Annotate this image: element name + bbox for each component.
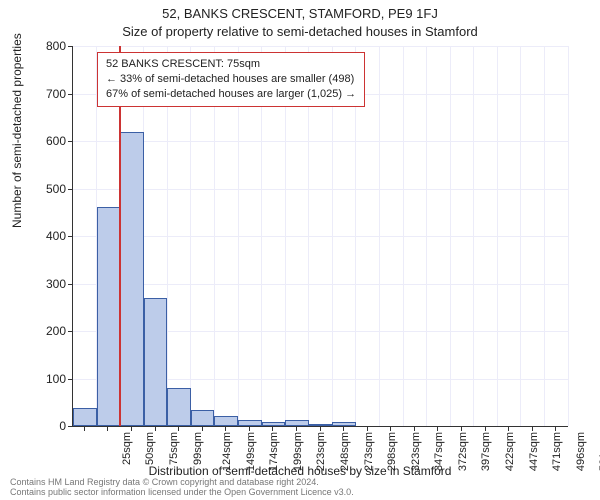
x-tick-label: 223sqm — [315, 432, 327, 471]
x-tick-mark — [555, 426, 556, 431]
chart-subtitle: Size of property relative to semi-detach… — [0, 24, 600, 39]
histogram-bar — [97, 207, 121, 426]
y-tick-label: 700 — [26, 87, 66, 101]
x-tick-label: 422sqm — [504, 432, 516, 471]
x-tick-mark — [343, 426, 344, 431]
x-tick-mark — [249, 426, 250, 431]
y-tick-mark — [68, 379, 73, 380]
x-tick-mark — [272, 426, 273, 431]
x-tick-mark — [202, 426, 203, 431]
x-tick-label: 174sqm — [268, 432, 280, 471]
x-tick-mark — [155, 426, 156, 431]
y-tick-label: 200 — [26, 324, 66, 338]
x-tick-label: 75sqm — [168, 432, 180, 465]
histogram-bar — [285, 420, 309, 426]
histogram-bar — [191, 410, 215, 426]
y-tick-mark — [68, 189, 73, 190]
plot-area: 52 BANKS CRESCENT: 75sqm ← 33% of semi-d… — [72, 46, 568, 427]
x-tick-mark — [178, 426, 179, 431]
x-tick-label: 496sqm — [575, 432, 587, 471]
x-tick-mark — [437, 426, 438, 431]
footer-line2: Contains public sector information licen… — [10, 488, 354, 498]
gridline-horizontal — [73, 46, 568, 47]
x-tick-mark — [461, 426, 462, 431]
y-tick-label: 100 — [26, 372, 66, 386]
x-tick-label: 99sqm — [192, 432, 204, 465]
gridline-horizontal — [73, 189, 568, 190]
annotation-line2: ← 33% of semi-detached houses are smalle… — [106, 72, 356, 87]
x-tick-label: 273sqm — [363, 432, 375, 471]
y-tick-mark — [68, 46, 73, 47]
x-tick-label: 199sqm — [292, 432, 304, 471]
histogram-bar — [238, 420, 262, 426]
x-tick-mark — [414, 426, 415, 431]
x-tick-label: 323sqm — [410, 432, 422, 471]
x-tick-label: 248sqm — [339, 432, 351, 471]
y-tick-label: 600 — [26, 134, 66, 148]
y-tick-mark — [68, 94, 73, 95]
x-tick-label: 298sqm — [386, 432, 398, 471]
x-tick-label: 25sqm — [121, 432, 133, 465]
histogram-bar — [144, 298, 168, 426]
x-tick-mark — [320, 426, 321, 431]
gridline-horizontal — [73, 284, 568, 285]
x-tick-mark — [296, 426, 297, 431]
page-title: 52, BANKS CRESCENT, STAMFORD, PE9 1FJ — [0, 6, 600, 21]
x-tick-mark — [131, 426, 132, 431]
annotation-line3: 67% of semi-detached houses are larger (… — [106, 87, 356, 102]
histogram-bar — [332, 422, 356, 426]
y-axis-label: Number of semi-detached properties — [10, 33, 24, 228]
y-tick-mark — [68, 284, 73, 285]
y-tick-mark — [68, 141, 73, 142]
y-tick-label: 300 — [26, 277, 66, 291]
x-tick-mark — [390, 426, 391, 431]
x-tick-mark — [107, 426, 108, 431]
x-tick-mark — [84, 426, 85, 431]
y-tick-mark — [68, 426, 73, 427]
x-tick-label: 347sqm — [433, 432, 445, 471]
histogram-bar — [120, 132, 144, 427]
chart-container: 52, BANKS CRESCENT, STAMFORD, PE9 1FJ Si… — [0, 0, 600, 500]
gridline-horizontal — [73, 236, 568, 237]
y-tick-label: 0 — [26, 419, 66, 433]
x-tick-mark — [508, 426, 509, 431]
x-tick-label: 149sqm — [245, 432, 257, 471]
y-tick-mark — [68, 331, 73, 332]
annotation-line1: 52 BANKS CRESCENT: 75sqm — [106, 57, 356, 72]
histogram-bar — [214, 416, 238, 426]
y-tick-label: 500 — [26, 182, 66, 196]
annotation-box: 52 BANKS CRESCENT: 75sqm ← 33% of semi-d… — [97, 52, 365, 107]
x-tick-mark — [225, 426, 226, 431]
x-tick-label: 397sqm — [480, 432, 492, 471]
y-tick-label: 800 — [26, 39, 66, 53]
x-tick-mark — [485, 426, 486, 431]
x-tick-mark — [367, 426, 368, 431]
y-tick-label: 400 — [26, 229, 66, 243]
histogram-bar — [262, 422, 286, 426]
y-tick-mark — [68, 236, 73, 237]
x-tick-label: 447sqm — [528, 432, 540, 471]
x-tick-mark — [532, 426, 533, 431]
histogram-bar — [167, 388, 191, 426]
x-tick-label: 50sqm — [144, 432, 156, 465]
gridline-horizontal — [73, 141, 568, 142]
histogram-bar — [73, 408, 97, 426]
x-tick-label: 372sqm — [457, 432, 469, 471]
x-tick-label: 471sqm — [551, 432, 563, 471]
x-tick-label: 124sqm — [221, 432, 233, 471]
footer-attribution: Contains HM Land Registry data © Crown c… — [10, 478, 354, 498]
